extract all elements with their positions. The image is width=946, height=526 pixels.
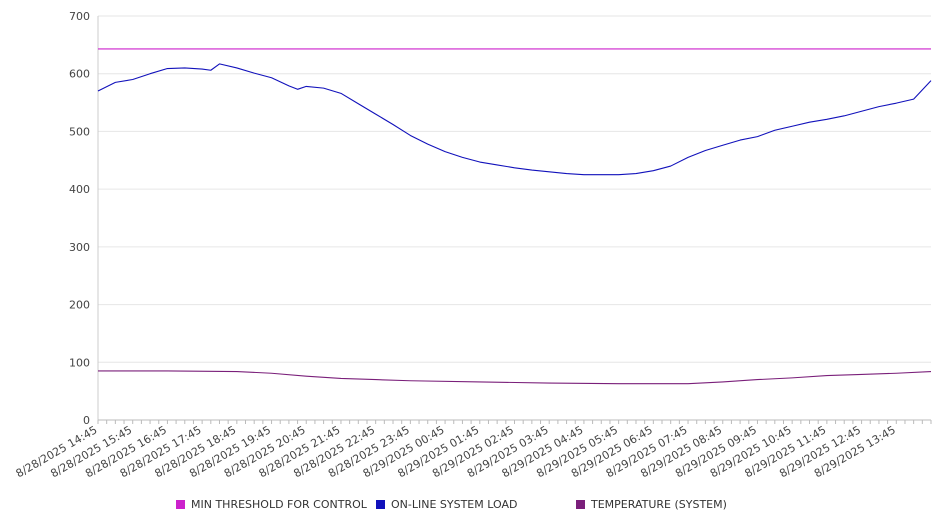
axes xyxy=(97,16,932,424)
y-tick-label: 200 xyxy=(69,299,90,312)
y-tick-label: 0 xyxy=(83,414,90,427)
y-tick-label: 300 xyxy=(69,241,90,254)
series-lines xyxy=(97,48,932,385)
y-tick-label: 400 xyxy=(69,183,90,196)
series-line-2 xyxy=(98,370,932,385)
legend-label-temperature: TEMPERATURE (SYSTEM) xyxy=(591,498,727,511)
legend-swatch-system-load xyxy=(376,500,385,509)
y-tick-label: 700 xyxy=(69,10,90,23)
y-tick-label: 600 xyxy=(69,68,90,81)
grid-lines xyxy=(98,15,931,363)
legend-item-min-threshold[interactable]: MIN THRESHOLD FOR CONTROL xyxy=(176,498,367,511)
y-tick-label: 500 xyxy=(69,125,90,138)
legend-label-min-threshold: MIN THRESHOLD FOR CONTROL xyxy=(191,498,367,511)
legend-swatch-temperature xyxy=(576,500,585,509)
x-tick-labels: 8/28/2025 14:458/28/2025 15:458/28/2025 … xyxy=(14,423,898,480)
legend-label-system-load: ON-LINE SYSTEM LOAD xyxy=(391,498,518,511)
y-tick-labels: 0 100 200 300 400 500 600 700 xyxy=(69,10,90,427)
series-line-1 xyxy=(97,63,932,176)
legend-swatch-min-threshold xyxy=(176,500,185,509)
legend-item-system-load[interactable]: ON-LINE SYSTEM LOAD xyxy=(376,498,517,511)
legend-item-temperature[interactable]: TEMPERATURE (SYSTEM) xyxy=(576,498,727,511)
legend: MIN THRESHOLD FOR CONTROL ON-LINE SYSTEM… xyxy=(0,498,946,518)
y-tick-label: 100 xyxy=(69,356,90,369)
